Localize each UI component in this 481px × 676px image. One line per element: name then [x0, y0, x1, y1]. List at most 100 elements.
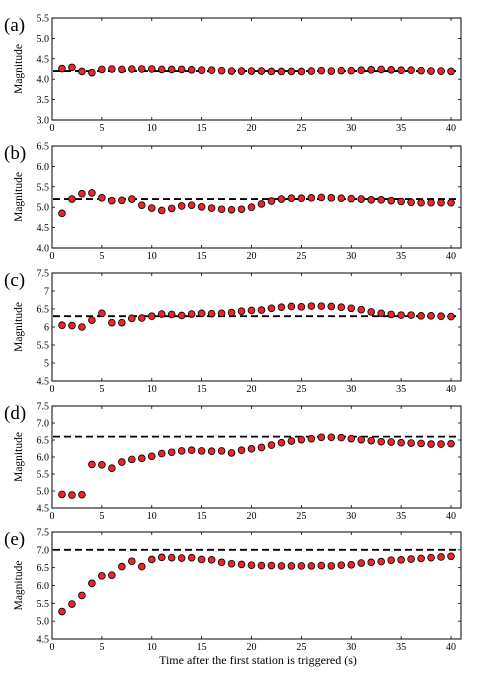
y-tick-label: 4.5	[37, 377, 50, 388]
data-point	[287, 302, 296, 311]
data-point	[387, 438, 395, 446]
x-tick-label: 30	[346, 251, 356, 262]
data-point	[197, 555, 206, 564]
x-tick-label: 40	[446, 642, 456, 653]
x-tick-label: 15	[197, 642, 207, 653]
data-point	[437, 198, 445, 207]
data-point	[187, 446, 196, 455]
x-tick-label: 25	[296, 642, 306, 653]
data-point	[377, 437, 385, 446]
data-point	[317, 193, 326, 202]
data-point	[58, 490, 66, 499]
data-point	[167, 204, 176, 213]
data-point	[367, 436, 376, 445]
y-tick-label: 6.0	[37, 162, 50, 173]
data-point	[357, 195, 366, 203]
data-point	[108, 571, 116, 579]
data-point	[247, 561, 256, 569]
y-tick-label: 5.5	[37, 341, 50, 352]
x-tick-label: 25	[296, 123, 306, 134]
data-point	[337, 433, 346, 442]
data-point	[108, 464, 116, 473]
data-point	[297, 435, 306, 444]
x-tick-label: 10	[147, 642, 157, 653]
data-point	[128, 455, 136, 464]
data-point	[207, 66, 216, 75]
data-point	[427, 312, 435, 320]
data-point	[247, 67, 256, 75]
data-point	[58, 321, 66, 330]
data-point	[137, 562, 146, 571]
data-point	[98, 309, 106, 318]
data-point	[397, 438, 405, 447]
data-point	[417, 554, 425, 563]
data-point	[177, 554, 186, 562]
x-tick-label: 0	[50, 642, 55, 653]
data-point	[397, 66, 405, 75]
y-tick-label: 5.0	[37, 487, 50, 498]
data-point	[227, 308, 236, 317]
data-point	[78, 323, 86, 331]
y-tick-label: 7.5	[37, 528, 50, 539]
data-point	[437, 312, 445, 321]
x-tick-label: 20	[247, 251, 257, 262]
data-point	[108, 196, 116, 205]
data-point	[317, 561, 326, 570]
data-point	[377, 557, 385, 566]
y-tick-label: 5.5	[37, 14, 50, 25]
data-point	[427, 67, 435, 75]
y-tick-label: 7.0	[37, 419, 50, 430]
x-tick-label: 10	[147, 384, 157, 395]
y-tick-label: 4.5	[37, 504, 50, 515]
data-point	[197, 66, 206, 75]
y-tick-label: 6.5	[37, 142, 50, 153]
data-point	[137, 454, 146, 463]
y-tick-label: 3.5	[37, 95, 50, 106]
y-axis-title: Magnitude	[13, 561, 25, 611]
data-point	[177, 202, 186, 210]
data-point	[267, 67, 276, 76]
data-point	[247, 306, 256, 315]
data-point	[337, 303, 346, 312]
y-tick-label: 3.0	[37, 116, 50, 127]
y-tick-label: 4.5	[37, 635, 50, 646]
data-point	[407, 311, 415, 319]
x-tick-label: 0	[50, 123, 55, 134]
data-point	[397, 197, 405, 206]
x-tick-label: 35	[396, 642, 406, 653]
x-tick-label: 15	[197, 123, 207, 134]
plot-frame	[51, 405, 462, 509]
data-point	[157, 310, 166, 318]
data-point	[397, 311, 405, 319]
data-point	[187, 553, 196, 562]
x-tick-label: 10	[147, 123, 157, 134]
data-point	[177, 65, 186, 74]
data-point	[407, 555, 415, 563]
data-point	[68, 195, 76, 203]
x-tick-label: 5	[99, 511, 104, 522]
data-point	[118, 562, 126, 571]
panel-label: (a)	[4, 15, 25, 36]
y-tick-label: 5.5	[37, 470, 50, 481]
data-point	[217, 447, 226, 455]
data-point	[68, 600, 76, 608]
panel-label: (d)	[4, 403, 26, 424]
x-tick-label: 5	[99, 251, 104, 262]
x-tick-label: 30	[346, 123, 356, 134]
data-point	[337, 194, 346, 203]
data-point	[347, 66, 356, 75]
data-point	[277, 303, 286, 312]
data-point	[317, 302, 326, 310]
data-point	[197, 447, 206, 455]
y-axis-title: Magnitude	[13, 172, 25, 222]
y-tick-label: 5.0	[37, 617, 50, 628]
y-tick-label: 4.5	[37, 54, 50, 65]
panel-c: 0 5 10 15 20 25 30 35 40 4.5 5 5.5 6 6.5 7 7.5 Magnitude…	[4, 269, 462, 395]
data-point	[227, 449, 236, 457]
data-point	[98, 65, 106, 74]
y-tick-label: 6.0	[37, 453, 50, 464]
data-point	[257, 306, 266, 314]
panel-label: (b)	[4, 143, 26, 164]
data-point	[108, 318, 116, 327]
y-tick-label: 6.5	[37, 563, 50, 574]
